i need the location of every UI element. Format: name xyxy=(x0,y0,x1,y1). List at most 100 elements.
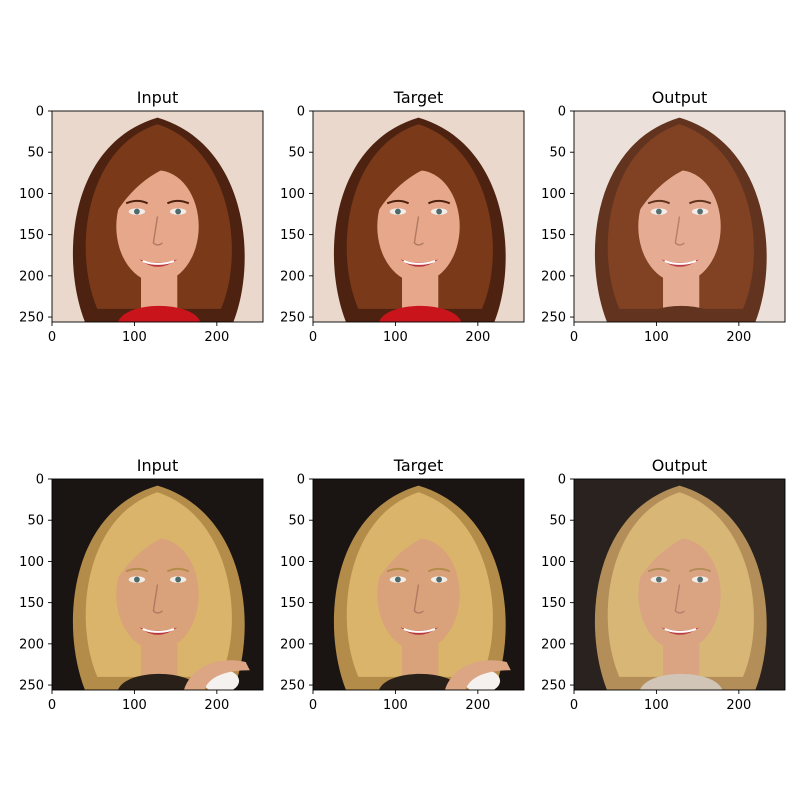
y-tick-label: 100 xyxy=(541,187,566,202)
hair-fringe xyxy=(631,150,723,210)
right-brow xyxy=(427,199,451,205)
iris xyxy=(656,576,662,583)
clothing xyxy=(117,305,201,322)
hair-fringe xyxy=(370,150,462,210)
y-tick-label: 100 xyxy=(280,187,305,202)
x-tick-label: 0 xyxy=(48,698,56,713)
panel-title: Input xyxy=(137,88,178,107)
teeth xyxy=(142,260,175,265)
y-tick-label: 200 xyxy=(280,637,305,652)
nose xyxy=(674,216,685,246)
panel-4: Input 0 100 200 0 50 100 150 200 250 xyxy=(19,456,264,713)
nose xyxy=(413,584,424,614)
panel-2: Target 0 100 200 0 50 100 150 200 250 xyxy=(280,88,525,345)
panel-title: Input xyxy=(137,456,178,475)
y-tick-label: 50 xyxy=(288,514,305,529)
x-tick-label: 100 xyxy=(644,698,669,713)
left-brow xyxy=(647,567,671,573)
y-tick-label: 200 xyxy=(19,637,44,652)
face xyxy=(638,538,721,651)
y-tick-label: 200 xyxy=(280,269,305,284)
right-brow xyxy=(688,567,712,573)
iris xyxy=(395,208,401,215)
x-tick-label: 100 xyxy=(644,330,669,345)
teeth xyxy=(142,628,175,633)
axes-frame xyxy=(51,110,264,323)
y-tick-label: 150 xyxy=(280,228,305,243)
x-tick-label: 100 xyxy=(383,698,408,713)
y-tick-label: 0 xyxy=(558,105,566,120)
panel-1: Input 0 100 200 0 50 100 150 200 250 xyxy=(19,88,264,345)
panel-5: Target 0 100 200 0 50 100 150 200 250 xyxy=(280,456,525,713)
right-brow xyxy=(427,567,451,573)
right-brow xyxy=(688,199,712,205)
x-tick-label: 0 xyxy=(309,330,317,345)
iris xyxy=(436,208,442,215)
x-tick-label: 0 xyxy=(570,698,578,713)
nose xyxy=(152,584,163,614)
right-brow xyxy=(166,567,190,573)
y-tick-label: 200 xyxy=(541,637,566,652)
hair-fringe xyxy=(631,518,723,578)
axes-frame xyxy=(51,478,264,691)
y-tick-label: 150 xyxy=(541,596,566,611)
y-tick-label: 0 xyxy=(558,473,566,488)
iris xyxy=(656,208,662,215)
y-tick-label: 250 xyxy=(280,311,305,326)
clothing xyxy=(639,305,723,322)
iris xyxy=(175,208,181,215)
clothing xyxy=(117,673,201,690)
y-tick-label: 0 xyxy=(297,473,305,488)
hair-fringe xyxy=(370,518,462,578)
axes-frame xyxy=(573,478,786,691)
x-tick-label: 100 xyxy=(122,698,147,713)
teeth xyxy=(403,628,436,633)
panel-title: Output xyxy=(652,88,708,107)
y-tick-label: 150 xyxy=(541,228,566,243)
iris xyxy=(134,208,140,215)
portrait-image xyxy=(574,111,785,322)
x-tick-label: 200 xyxy=(465,698,490,713)
nose xyxy=(413,216,424,246)
y-tick-label: 0 xyxy=(36,105,44,120)
clothing xyxy=(378,673,462,690)
right-brow xyxy=(166,199,190,205)
panel-title: Target xyxy=(393,456,444,475)
y-tick-label: 200 xyxy=(541,269,566,284)
iris xyxy=(697,576,703,583)
y-tick-label: 50 xyxy=(27,514,44,529)
y-tick-label: 100 xyxy=(19,555,44,570)
x-tick-label: 200 xyxy=(726,698,751,713)
axes-frame xyxy=(312,110,525,323)
x-tick-label: 100 xyxy=(383,330,408,345)
axes-frame xyxy=(312,478,525,691)
y-tick-label: 50 xyxy=(27,146,44,161)
x-tick-label: 200 xyxy=(204,330,229,345)
left-brow xyxy=(386,567,410,573)
x-tick-label: 0 xyxy=(570,330,578,345)
teeth xyxy=(403,260,436,265)
panel-6: Output 0 100 200 0 50 100 150 200 250 xyxy=(541,456,786,713)
iris xyxy=(134,576,140,583)
y-tick-label: 150 xyxy=(19,596,44,611)
x-tick-label: 100 xyxy=(122,330,147,345)
iris xyxy=(175,576,181,583)
panels: Input 0 100 200 0 50 100 150 200 250 Target 0 100 200… xyxy=(19,88,786,713)
left-brow xyxy=(125,567,149,573)
face xyxy=(377,538,460,651)
y-tick-label: 250 xyxy=(541,679,566,694)
left-brow xyxy=(125,199,149,205)
teeth xyxy=(664,628,697,633)
y-tick-label: 250 xyxy=(19,679,44,694)
y-tick-label: 100 xyxy=(541,555,566,570)
soft-overlay xyxy=(574,111,785,322)
soft-overlay xyxy=(574,479,785,690)
panel-title: Output xyxy=(652,456,708,475)
y-tick-label: 250 xyxy=(280,679,305,694)
iris xyxy=(697,208,703,215)
y-tick-label: 0 xyxy=(297,105,305,120)
x-tick-label: 200 xyxy=(726,330,751,345)
portrait-image xyxy=(313,111,524,322)
y-tick-label: 100 xyxy=(280,555,305,570)
face xyxy=(116,170,199,283)
